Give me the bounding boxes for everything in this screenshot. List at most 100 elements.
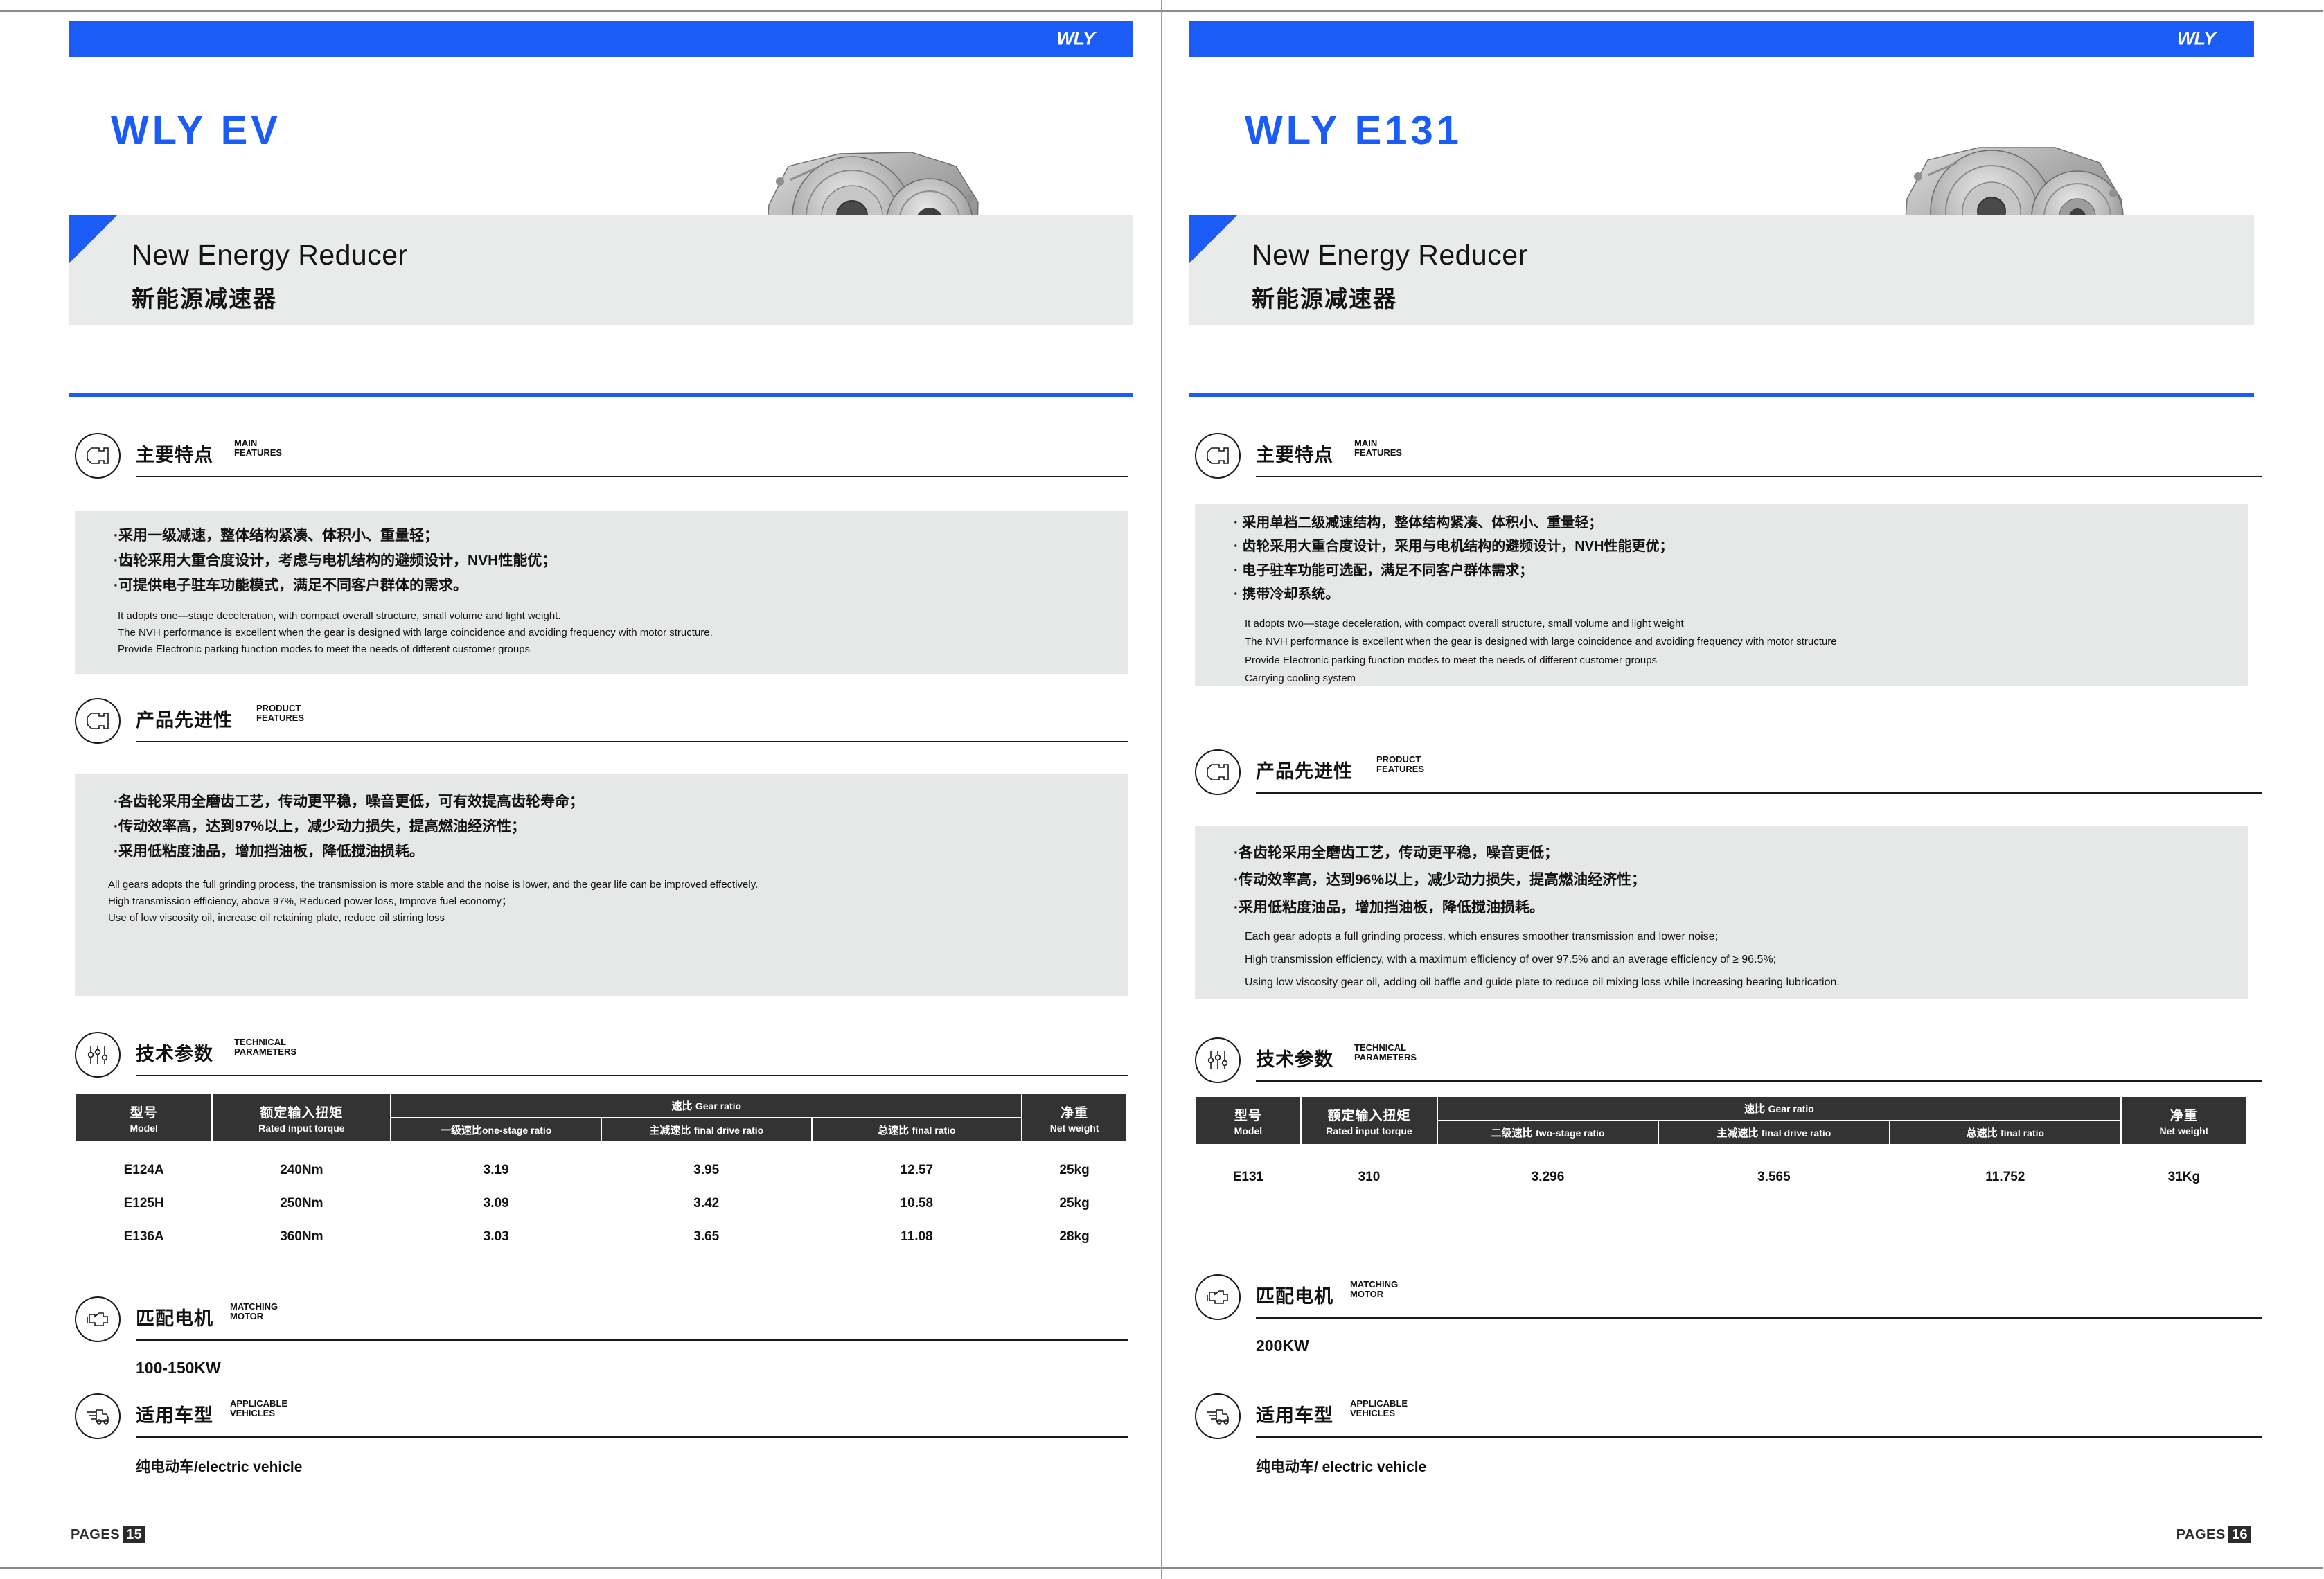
section-title-en-l1: APPLICABLE (1350, 1398, 1408, 1409)
table-header-row-2: 一级速比one-stage ratio 主减速比 final drive rat… (76, 1117, 1127, 1143)
list-item: Provide Electronic parking function mode… (1245, 654, 1658, 666)
section-divider (1256, 792, 2262, 794)
product-features-en-list: All gears adopts the full grinding proce… (108, 877, 758, 927)
cell-ratio1: 3.03 (391, 1220, 601, 1254)
bottom-rule (1162, 1567, 2323, 1569)
col-model: 型号 Model (1195, 1096, 1302, 1145)
main-features-box: · 采用单档二级减速结构，整体结构紧凑、体积小、重量轻； · 齿轮采用大重合度设… (1195, 504, 2248, 686)
section-title-cn: 主要特点 (136, 445, 213, 465)
cell-ratio3: 11.752 (1889, 1161, 2121, 1194)
list-item: Carrying cooling system (1245, 672, 1356, 684)
gearbox-icon (75, 433, 121, 479)
section-title-en: TECHNICAL PARAMETERS (234, 1037, 296, 1056)
list-item: High transmission efficiency, above 97%,… (108, 895, 513, 907)
banner-title-en: New Energy Reducer (132, 239, 408, 271)
section-title-en-l2: FEATURES (234, 447, 283, 458)
cell-torque: 310 (1300, 1161, 1438, 1194)
main-features-box: ·采用一级减速，整体结构紧凑、体积小、重量轻； ·齿轮采用大重合度设计，考虑与电… (75, 511, 1128, 674)
matching-motor-value: 100-150KW (136, 1359, 221, 1377)
technical-parameters-table: 型号 Model 额定输入扭矩 Rated input torque 速比 Ge… (1195, 1096, 2248, 1194)
cell-ratio3: 11.08 (811, 1220, 1022, 1254)
section-divider (136, 1339, 1128, 1341)
product-features-box: ·各齿轮采用全磨齿工艺，传动更平稳，噪音更低，可有效提高齿轮寿命； ·传动效率高… (75, 774, 1128, 996)
gearbox-icon (75, 698, 121, 744)
section-title-en: MAIN FEATURES (1354, 438, 1402, 457)
section-title-en-l2: MOTOR (1350, 1288, 1384, 1299)
engine-icon (75, 1296, 121, 1342)
cell-ratio2: 3.95 (601, 1154, 812, 1187)
list-item: It adopts two—stage deceleration, with c… (1245, 618, 1684, 630)
page-right: WLY WLY E131 (1162, 0, 2323, 1579)
banner-corner-accent (69, 215, 118, 263)
col-two-stage-ratio: 二级速比 two-stage ratio (1437, 1120, 1659, 1145)
cell-weight: 31Kg (2120, 1161, 2247, 1194)
page-number: PAGES 15 (71, 1526, 146, 1543)
section-title-cn: 技术参数 (1256, 1049, 1333, 1070)
gearbox-icon (1195, 749, 1241, 795)
table-spacer (76, 1142, 1127, 1154)
list-item: All gears adopts the full grinding proce… (108, 879, 759, 891)
section-title-en-l2: VEHICLES (1350, 1407, 1396, 1418)
list-item: Each gear adopts a full grinding process… (1245, 931, 1719, 943)
product-features-cn-list: ·各齿轮采用全磨齿工艺，传动更平稳，噪音更低； ·传动效率高，达到96%以上，减… (1234, 839, 1646, 921)
banner-title-cn: 新能源减速器 (1252, 286, 1397, 312)
table-row: E136A 360Nm 3.03 3.65 11.08 28kg (76, 1220, 1127, 1254)
cell-torque: 240Nm (212, 1154, 391, 1187)
product-features-en-list: Each gear adopts a full grinding process… (1245, 926, 1840, 994)
section-title-en: PRODUCT FEATURES (256, 704, 304, 722)
section-title-en: TECHNICAL PARAMETERS (1354, 1043, 1417, 1062)
page-number-value: 15 (123, 1526, 146, 1543)
col-final-ratio: 总速比 final ratio (1888, 1120, 2122, 1145)
list-item: High transmission efficiency, with a max… (1245, 953, 1777, 965)
cell-ratio1: 3.19 (391, 1154, 601, 1187)
cell-ratio1: 3.296 (1437, 1161, 1658, 1194)
page-label: PAGES (2176, 1527, 2226, 1542)
table-row: E125H 250Nm 3.09 3.42 10.58 25kg (76, 1187, 1127, 1220)
header-bar: WLY (69, 21, 1133, 57)
main-features-en-list: It adopts one—stage deceleration, with c… (118, 608, 713, 658)
section-title-en-l1: MAIN (234, 438, 258, 448)
page-left: WLY WLY EV (0, 0, 1162, 1579)
main-features-cn-list: · 采用单档二级减速结构，整体结构紧凑、体积小、重量轻； · 齿轮采用大重合度设… (1234, 511, 1673, 607)
section-title-cn: 技术参数 (136, 1044, 213, 1064)
gearbox-icon (1195, 433, 1241, 479)
section-title-en: APPLICABLE VEHICLES (1350, 1399, 1408, 1418)
section-title-en-l1: TECHNICAL (1354, 1042, 1407, 1053)
table-header-row-1: 型号 Model 额定输入扭矩 Rated input torque 速比 Ge… (74, 1093, 1128, 1143)
col-final-ratio: 总速比 final ratio (810, 1117, 1023, 1143)
section-title-en-l1: MATCHING (230, 1301, 278, 1312)
section-title-en-l1: APPLICABLE (230, 1398, 288, 1409)
list-item: Use of low viscosity oil, increase oil r… (108, 912, 445, 924)
section-title-en-l2: PARAMETERS (234, 1046, 297, 1057)
cell-ratio1: 3.09 (391, 1187, 601, 1220)
page-number-value: 16 (2228, 1526, 2251, 1543)
cell-ratio3: 12.57 (811, 1154, 1022, 1187)
cell-model: E124A (76, 1154, 213, 1187)
technical-parameters-table: 型号 Model 额定输入扭矩 Rated input torque 速比 Ge… (74, 1093, 1128, 1254)
cell-weight: 28kg (1022, 1220, 1127, 1254)
section-divider (136, 1436, 1128, 1438)
section-title-en-l2: FEATURES (1376, 763, 1425, 774)
list-item: ·传动效率高，达到97%以上，减少动力损失，提高燃油经济性； (114, 819, 526, 835)
section-title-en: MAIN FEATURES (234, 438, 282, 457)
section-title-en-l1: MAIN (1354, 438, 1378, 448)
product-features-box: ·各齿轮采用全磨齿工艺，传动更平稳，噪音更低； ·传动效率高，达到96%以上，减… (1195, 826, 2248, 999)
col-rated-input-torque: 额定输入扭矩 Rated input torque (211, 1093, 392, 1143)
section-title-en-l2: FEATURES (1354, 447, 1403, 458)
list-item: ·各齿轮采用全磨齿工艺，传动更平稳，噪音更低； (1234, 845, 1559, 861)
top-rule (0, 10, 1161, 12)
banner-title-cn: 新能源减速器 (132, 286, 277, 312)
section-title-en-l1: TECHNICAL (234, 1037, 287, 1047)
col-final-drive-ratio: 主减速比 final drive ratio (1657, 1120, 1890, 1145)
banner-underline (1189, 393, 2254, 397)
section-title-cn: 匹配电机 (136, 1308, 213, 1329)
col-final-drive-ratio: 主减速比 final drive ratio (600, 1117, 813, 1143)
section-divider (1256, 1436, 2262, 1438)
list-item: · 携带冷却系统。 (1234, 587, 1340, 603)
section-title-en-l2: MOTOR (230, 1310, 264, 1321)
section-title-en-l2: VEHICLES (230, 1407, 276, 1418)
list-item: The NVH performance is excellent when th… (118, 627, 713, 639)
list-item: The NVH performance is excellent when th… (1245, 636, 1837, 648)
header-bar: WLY (1189, 21, 2254, 57)
col-gear-ratio-group: 速比 Gear ratio (390, 1093, 1023, 1118)
